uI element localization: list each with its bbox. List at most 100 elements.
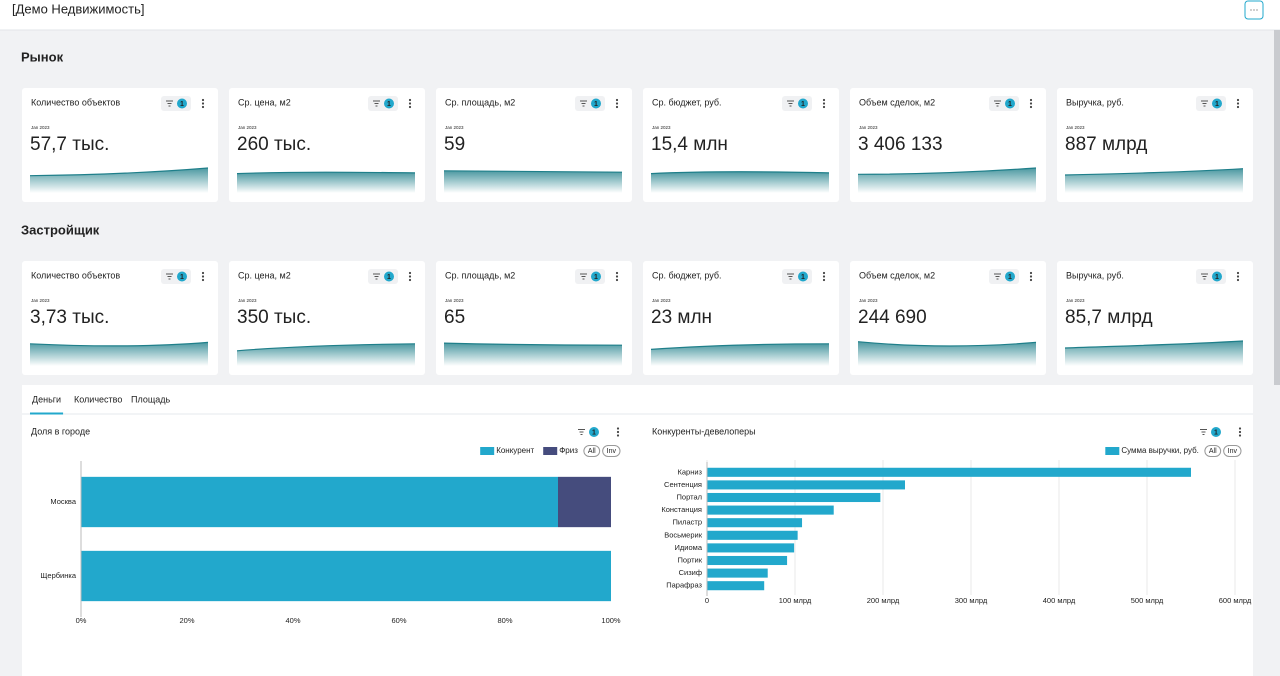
- card-menu-dot[interactable]: [1236, 98, 1240, 102]
- legend-button[interactable]: [1223, 445, 1242, 457]
- filter-badge[interactable]: [589, 427, 599, 437]
- card-menu-dot[interactable]: [201, 102, 205, 105]
- card-menu-dot[interactable]: [408, 275, 412, 278]
- filter-icon[interactable]: [787, 273, 794, 280]
- filter-count[interactable]: 1: [1214, 429, 1218, 436]
- legend-swatch[interactable]: [1105, 447, 1120, 455]
- filter-count[interactable]: 1: [801, 101, 805, 108]
- card-menu-dot[interactable]: [822, 271, 826, 275]
- chart-menu-dot[interactable]: [616, 434, 620, 437]
- card-menu-dot[interactable]: [1029, 278, 1033, 282]
- bar[interactable]: [707, 480, 905, 490]
- filter-count[interactable]: 1: [387, 101, 391, 108]
- card-menu-dot[interactable]: [1029, 105, 1033, 109]
- filter-badge[interactable]: [1005, 271, 1015, 282]
- card-menu-dot[interactable]: [408, 105, 412, 109]
- filter-badge[interactable]: [177, 271, 187, 282]
- legend-button-label[interactable]: All: [588, 448, 596, 455]
- tab[interactable]: Деньги: [32, 394, 61, 404]
- card-menu-dot[interactable]: [822, 278, 826, 282]
- card-menu-dot[interactable]: [408, 98, 412, 102]
- card-menu-dot[interactable]: [1236, 275, 1240, 278]
- filter-badge[interactable]: [1005, 98, 1015, 109]
- legend-button[interactable]: [602, 445, 621, 457]
- legend-label[interactable]: Конкурент: [496, 446, 534, 455]
- filter-icon[interactable]: [373, 100, 380, 107]
- card-menu-dot[interactable]: [615, 278, 619, 282]
- menu-button[interactable]: [1244, 0, 1264, 20]
- filter-badge[interactable]: [1212, 98, 1222, 109]
- bar[interactable]: [707, 505, 834, 515]
- filter-count[interactable]: 1: [1008, 274, 1012, 281]
- filter-count[interactable]: 1: [801, 274, 805, 281]
- filter-count[interactable]: 1: [180, 101, 184, 108]
- card-menu-dot[interactable]: [1029, 102, 1033, 105]
- card-menu-dot[interactable]: [822, 105, 826, 109]
- scrollbar[interactable]: [1274, 30, 1280, 385]
- card-menu-dot[interactable]: [1236, 102, 1240, 105]
- bar[interactable]: [707, 543, 795, 553]
- legend-swatch[interactable]: [543, 447, 558, 455]
- card-menu-dot[interactable]: [822, 102, 826, 105]
- filter-badge[interactable]: [1211, 427, 1221, 437]
- filter-badge[interactable]: [177, 98, 187, 109]
- card-menu-dot[interactable]: [615, 275, 619, 278]
- menu-button-label[interactable]: ···: [1250, 4, 1259, 14]
- card-menu-dot[interactable]: [201, 98, 205, 102]
- filter-icon[interactable]: [1201, 100, 1208, 107]
- filter-badge[interactable]: [591, 271, 601, 282]
- card-menu-dot[interactable]: [408, 271, 412, 275]
- chart-menu-dot[interactable]: [616, 427, 620, 430]
- bar[interactable]: [81, 550, 611, 602]
- card-menu-dot[interactable]: [615, 102, 619, 105]
- filter-count[interactable]: 1: [1215, 274, 1219, 281]
- card-menu-dot[interactable]: [1029, 271, 1033, 275]
- filter-count[interactable]: 1: [387, 274, 391, 281]
- card-menu-dot[interactable]: [201, 271, 205, 275]
- card-menu-dot[interactable]: [1236, 105, 1240, 109]
- bar[interactable]: [707, 568, 768, 578]
- bar[interactable]: [707, 581, 765, 591]
- filter-count[interactable]: 1: [594, 274, 598, 281]
- bar[interactable]: [707, 492, 881, 503]
- chart-menu-dot[interactable]: [616, 430, 620, 434]
- card-menu-dot[interactable]: [201, 278, 205, 282]
- card-menu-dot[interactable]: [201, 105, 205, 109]
- filter-icon[interactable]: [1200, 429, 1207, 435]
- card-menu-dot[interactable]: [615, 271, 619, 275]
- filter-icon[interactable]: [373, 273, 380, 280]
- chart-menu-dot[interactable]: [1238, 427, 1242, 430]
- bar[interactable]: [558, 476, 611, 528]
- card-menu-dot[interactable]: [822, 275, 826, 278]
- legend-button-label[interactable]: Inv: [1228, 448, 1238, 455]
- filter-icon[interactable]: [787, 100, 794, 107]
- card-menu-dot[interactable]: [1236, 278, 1240, 282]
- filter-count[interactable]: 1: [594, 101, 598, 108]
- filter-badge[interactable]: [798, 271, 808, 282]
- filter-badge[interactable]: [1212, 271, 1222, 282]
- chart-menu-dot[interactable]: [1238, 434, 1242, 437]
- legend-button[interactable]: [1204, 445, 1222, 457]
- card-menu-dot[interactable]: [1029, 275, 1033, 278]
- filter-count[interactable]: 1: [592, 429, 596, 436]
- bar[interactable]: [707, 467, 1191, 477]
- filter-icon[interactable]: [1201, 273, 1208, 280]
- card-menu-dot[interactable]: [615, 98, 619, 102]
- chart-menu-dot[interactable]: [1238, 430, 1242, 434]
- filter-icon[interactable]: [994, 100, 1001, 107]
- card-menu-dot[interactable]: [822, 98, 826, 102]
- filter-icon[interactable]: [166, 100, 173, 107]
- filter-icon[interactable]: [994, 273, 1001, 280]
- filter-icon[interactable]: [578, 429, 585, 435]
- filter-badge[interactable]: [798, 98, 808, 109]
- filter-badge[interactable]: [384, 98, 394, 109]
- tab[interactable]: Количество: [74, 394, 122, 404]
- bar[interactable]: [81, 476, 558, 528]
- filter-count[interactable]: 1: [1008, 101, 1012, 108]
- filter-badge[interactable]: [591, 98, 601, 109]
- card-menu-dot[interactable]: [408, 278, 412, 282]
- filter-icon[interactable]: [580, 100, 587, 107]
- card-menu-dot[interactable]: [1236, 271, 1240, 275]
- legend-button-label[interactable]: Inv: [607, 448, 617, 455]
- card-menu-dot[interactable]: [615, 105, 619, 109]
